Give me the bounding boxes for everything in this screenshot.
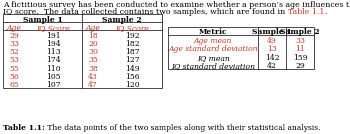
Text: Sample 2: Sample 2 bbox=[280, 29, 320, 36]
Text: Table 1.1:: Table 1.1: bbox=[3, 124, 45, 132]
Text: 38: 38 bbox=[88, 65, 98, 73]
Text: .: . bbox=[324, 8, 327, 16]
Text: 107: 107 bbox=[46, 81, 61, 89]
Text: 42: 42 bbox=[267, 62, 277, 70]
Bar bbox=[168, 27, 314, 69]
Text: Sample 2: Sample 2 bbox=[102, 16, 141, 23]
Text: Age: Age bbox=[85, 24, 100, 32]
Text: 20: 20 bbox=[88, 40, 98, 48]
Text: Table 1.1: Table 1.1 bbox=[288, 8, 324, 16]
Text: 159: 159 bbox=[293, 54, 307, 62]
Text: Age standard deviation: Age standard deviation bbox=[168, 45, 258, 53]
Text: IQ Score: IQ Score bbox=[36, 24, 70, 32]
Text: 142: 142 bbox=[265, 54, 279, 62]
Text: 192: 192 bbox=[125, 32, 140, 40]
Text: 13: 13 bbox=[267, 45, 277, 53]
Text: 110: 110 bbox=[46, 65, 61, 73]
Text: IQ score.  The data collected contains two samples, which are found in: IQ score. The data collected contains tw… bbox=[3, 8, 288, 16]
Text: 65: 65 bbox=[9, 81, 19, 89]
Text: 56: 56 bbox=[9, 73, 19, 81]
Text: IQ mean: IQ mean bbox=[197, 54, 229, 62]
Text: 30: 30 bbox=[88, 48, 98, 56]
Text: 187: 187 bbox=[125, 48, 140, 56]
Text: 105: 105 bbox=[46, 73, 61, 81]
Text: 120: 120 bbox=[125, 81, 140, 89]
Text: 11: 11 bbox=[295, 45, 305, 53]
Text: IQ Score: IQ Score bbox=[116, 24, 149, 32]
Text: Age mean: Age mean bbox=[194, 37, 232, 45]
Text: 149: 149 bbox=[125, 65, 140, 73]
Text: 29: 29 bbox=[9, 32, 19, 40]
Text: 52: 52 bbox=[9, 48, 19, 56]
Text: 156: 156 bbox=[125, 73, 140, 81]
Text: Metric: Metric bbox=[199, 29, 227, 36]
Text: 33: 33 bbox=[295, 37, 305, 45]
Text: Age: Age bbox=[7, 24, 21, 32]
Text: 55: 55 bbox=[9, 65, 19, 73]
Text: 182: 182 bbox=[125, 40, 140, 48]
Text: 113: 113 bbox=[46, 48, 61, 56]
Text: 33: 33 bbox=[9, 40, 19, 48]
Text: A fictitious survey has been conducted to examine whether a person’s age influen: A fictitious survey has been conducted t… bbox=[3, 1, 350, 9]
Text: 53: 53 bbox=[9, 57, 19, 64]
Text: The data points of the two samples along with their statistical analysis.: The data points of the two samples along… bbox=[45, 124, 320, 132]
Text: 43: 43 bbox=[88, 73, 98, 81]
Text: IQ standard deviation: IQ standard deviation bbox=[171, 62, 255, 70]
Text: 174: 174 bbox=[46, 57, 61, 64]
Text: 47: 47 bbox=[88, 81, 98, 89]
Text: 194: 194 bbox=[46, 40, 61, 48]
Text: 18: 18 bbox=[88, 32, 98, 40]
Text: Sample 1: Sample 1 bbox=[252, 29, 292, 36]
Text: 35: 35 bbox=[88, 57, 98, 64]
Bar bbox=[3, 14, 162, 88]
Text: 49: 49 bbox=[267, 37, 277, 45]
Text: 191: 191 bbox=[46, 32, 61, 40]
Text: 127: 127 bbox=[125, 57, 140, 64]
Text: 29: 29 bbox=[295, 62, 305, 70]
Text: Sample 1: Sample 1 bbox=[23, 16, 62, 23]
